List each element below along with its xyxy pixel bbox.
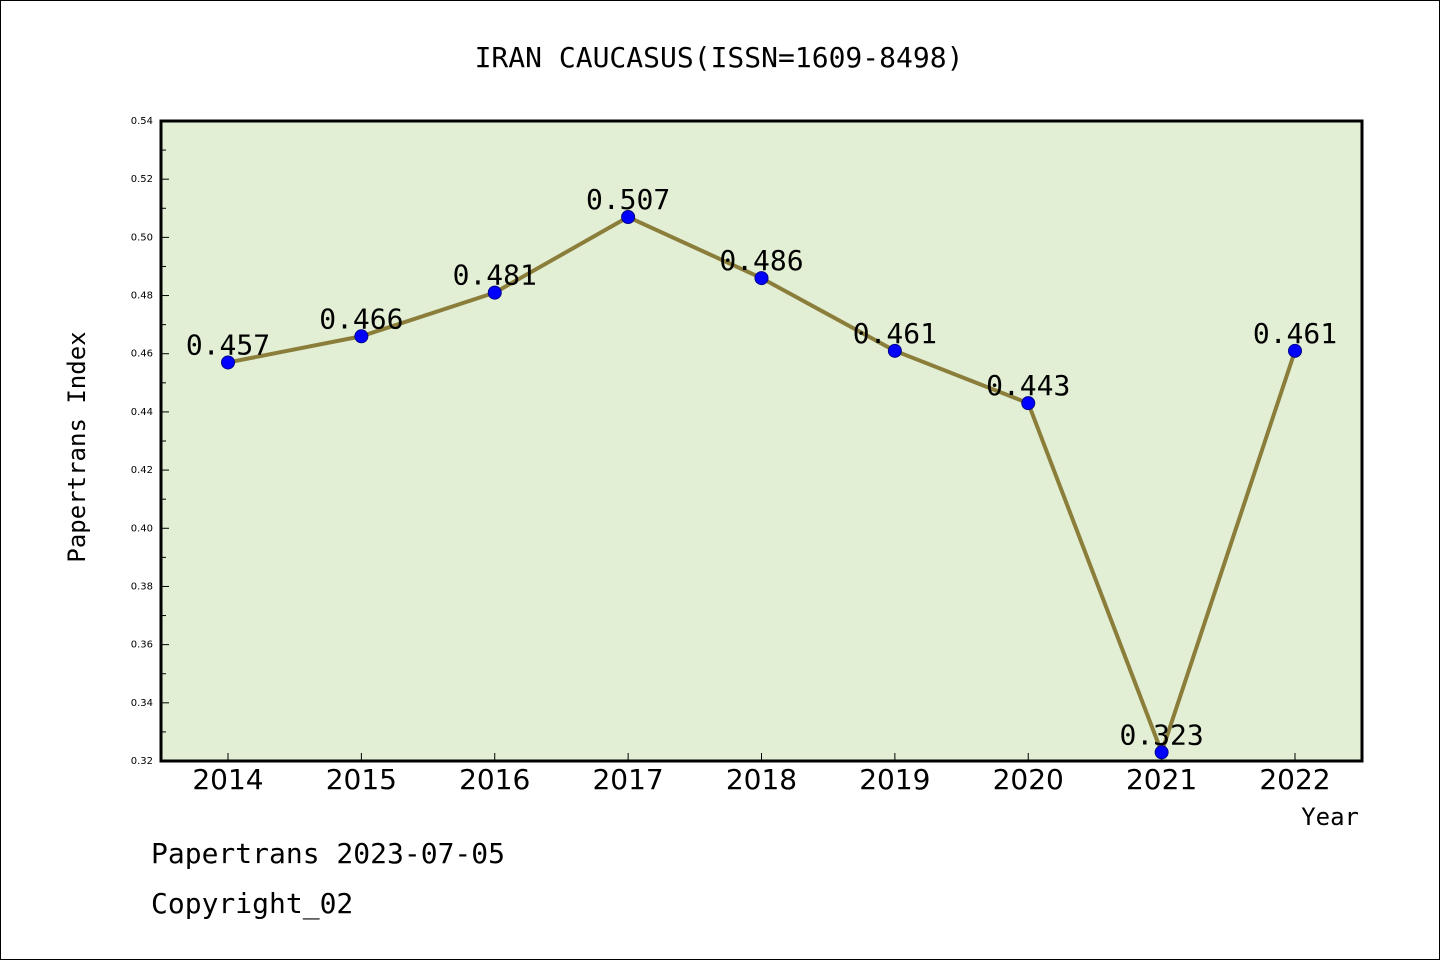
footer-date: Papertrans 2023-07-05 xyxy=(151,837,506,870)
data-label: 0.461 xyxy=(853,317,937,350)
data-point xyxy=(1021,396,1036,411)
y-tick-label: 0.48 xyxy=(131,291,153,302)
data-labels: 0.457 0.466 0.481 0.507 0.486 0.461 0.443 0.323… xyxy=(186,183,1337,751)
y-tick-label: 0.42 xyxy=(131,465,153,476)
data-label: 0.457 xyxy=(186,328,270,361)
y-tick-label: 0.32 xyxy=(131,756,153,767)
data-label: 0.323 xyxy=(1119,718,1203,751)
y-tick-label: 0.38 xyxy=(131,581,153,592)
y-tick-label: 0.50 xyxy=(131,232,153,243)
y-tick-label: 0.40 xyxy=(131,523,153,534)
y-tick-label: 0.54 xyxy=(131,116,153,127)
series-group xyxy=(221,210,1302,760)
x-tick-label: 2017 xyxy=(592,763,663,796)
data-point xyxy=(1154,745,1169,760)
footer-copyright: Copyright_02 xyxy=(151,887,354,920)
plot-area xyxy=(159,119,1364,763)
x-axis-title: Year xyxy=(1301,803,1359,831)
y-axis: 0.32 0.34 0.36 0.38 0.40 0.42 0.44 0.46 0.48 0.50… xyxy=(131,116,169,767)
data-label: 0.461 xyxy=(1253,317,1337,350)
data-point xyxy=(621,210,636,224)
x-tick-label: 2018 xyxy=(726,763,797,796)
x-axis: 2014 2015 2016 2017 2018 2019 2020 2021 2022 xyxy=(192,753,1331,796)
x-tick-label: 2016 xyxy=(459,763,530,796)
y-tick-label: 0.44 xyxy=(131,407,153,418)
data-label: 0.486 xyxy=(719,244,803,277)
y-tick-label: 0.46 xyxy=(131,349,153,360)
y-tick-label: 0.52 xyxy=(131,174,153,185)
data-point xyxy=(1288,343,1302,358)
data-label: 0.507 xyxy=(586,183,670,216)
data-label: 0.466 xyxy=(319,302,403,335)
data-point xyxy=(754,271,769,286)
y-tick-label: 0.36 xyxy=(131,640,153,651)
y-axis-title: Papertrans Index xyxy=(63,331,91,562)
x-tick-label: 2014 xyxy=(192,763,263,796)
data-label: 0.481 xyxy=(453,259,537,292)
data-label: 0.443 xyxy=(986,369,1070,402)
x-tick-label: 2019 xyxy=(859,763,930,796)
x-tick-label: 2021 xyxy=(1126,763,1197,796)
y-tick-label: 0.34 xyxy=(131,698,153,709)
x-tick-label: 2020 xyxy=(993,763,1064,796)
data-point xyxy=(887,343,902,358)
data-point xyxy=(487,285,502,300)
x-tick-label: 2022 xyxy=(1259,763,1330,796)
data-point xyxy=(354,329,369,344)
chart-title: IRAN CAUCASUS(ISSN=1609-8498) xyxy=(475,41,964,74)
x-tick-label: 2015 xyxy=(326,763,397,796)
data-point xyxy=(221,355,235,370)
